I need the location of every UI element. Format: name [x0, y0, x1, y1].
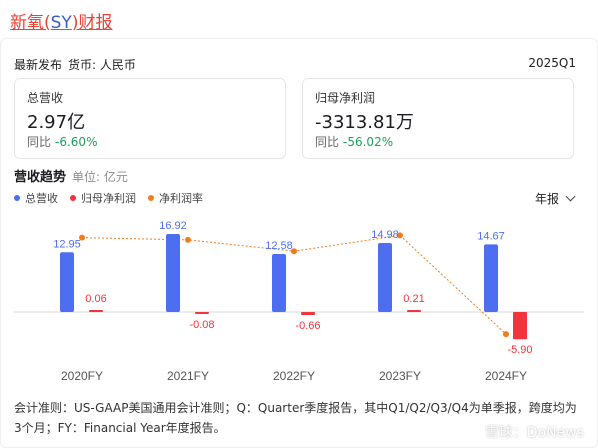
net-income-bar-2021FY [195, 312, 209, 314]
chart-legend: 总营收 归母净利润 净利润率 [14, 190, 203, 206]
trend-unit: 单位: 亿元 [72, 170, 128, 184]
net-income-bar-2023FY [407, 310, 421, 312]
net-income-label-2020FY: 0.06 [85, 293, 106, 305]
x-tick-2022FY: 2022FY [273, 369, 315, 383]
net-income-yoy-label: 同比 [315, 135, 340, 149]
x-tick-2021FY: 2021FY [167, 369, 209, 383]
net-margin-point-2024FY [503, 331, 509, 338]
revenue-trend-chart: 12.95 16.92 12.58 14.98 14.67 0.06 -0.08 -0.66 0… [14, 220, 584, 383]
title-prefix: 新氧( [10, 13, 51, 33]
currency-label: 货币: 人民币 [68, 58, 136, 72]
net-income-bar-2024FY [513, 312, 527, 340]
chevron-down-icon [565, 191, 576, 202]
revenue-bar-2024FY [484, 244, 498, 312]
revenue-trend-heading: 营收趋势 单位: 亿元 [14, 166, 128, 185]
revenue-label-2021FY: 16.92 [159, 220, 187, 232]
legend-margin-label: 净利润率 [159, 192, 203, 205]
net-income-stat-card: 归母净利润 -3313.81万 同比 -56.02% [302, 78, 574, 159]
x-tick-2023FY: 2023FY [379, 369, 421, 383]
revenue-yoy-label: 同比 [27, 135, 52, 149]
accounting-footnote: 会计准则：US-GAAP美国通用会计准则；Q：Quarter季度报告，其中Q1/… [14, 401, 577, 435]
revenue-bar-2020FY [60, 252, 74, 312]
net-margin-point-2022FY [291, 248, 297, 255]
net-income-bar-2022FY [301, 312, 315, 316]
revenue-value: 2.97亿 [27, 112, 86, 133]
revenue-bar-2022FY [272, 254, 286, 312]
revenue-bar-2021FY [166, 234, 180, 312]
net-income-label-2024FY: -5.90 [507, 344, 532, 356]
watermark: 雪球：DoNews [484, 425, 584, 441]
latest-release-row: 最新发布 货币: 人民币 [14, 56, 136, 73]
revenue-label-2022FY: 12.58 [265, 240, 293, 252]
revenue-stat-card: 总营收 2.97亿 同比 -6.60% [14, 78, 286, 159]
report-title-link[interactable]: 新氧(SY)财报 [10, 8, 112, 33]
period-type-label: 年报 [534, 192, 559, 206]
period-type-dropdown[interactable]: 年报 [534, 190, 576, 207]
trend-title: 营收趋势 [14, 170, 67, 185]
legend-margin-dot [148, 195, 154, 201]
net-margin-point-2023FY [397, 232, 403, 239]
report-period: 2025Q1 [528, 56, 576, 70]
net-income-label: 归母净利润 [315, 91, 376, 105]
legend-revenue-dot [14, 195, 20, 201]
net-income-label-2023FY: 0.21 [403, 293, 424, 305]
net-income-label-2021FY: -0.08 [189, 319, 214, 331]
revenue-label: 总营收 [27, 91, 64, 105]
title-ticker: SY [50, 13, 72, 33]
revenue-label-2020FY: 12.95 [53, 238, 81, 250]
legend-revenue-label: 总营收 [25, 192, 58, 205]
revenue-bar-2023FY [378, 242, 392, 312]
legend-net-income-label: 归母净利润 [81, 192, 136, 205]
latest-release-label: 最新发布 [14, 58, 63, 72]
net-income-label-2022FY: -0.66 [295, 320, 320, 332]
legend-revenue[interactable]: 总营收 [14, 190, 58, 206]
net-margin-point-2021FY [185, 236, 191, 243]
net-income-yoy-value: -56.02% [343, 135, 394, 149]
x-tick-2020FY: 2020FY [61, 369, 103, 383]
legend-margin[interactable]: 净利润率 [148, 190, 203, 206]
net-income-yoy: 同比 -56.02% [315, 133, 393, 150]
revenue-label-2023FY: 14.98 [371, 229, 399, 241]
title-suffix: )财报 [71, 13, 113, 33]
x-tick-2024FY: 2024FY [485, 369, 527, 383]
net-margin-point-2020FY [79, 234, 85, 241]
revenue-yoy: 同比 -6.60% [27, 133, 97, 150]
net-income-bar-2020FY [89, 310, 103, 312]
legend-net-income[interactable]: 归母净利润 [70, 190, 136, 206]
revenue-yoy-value: -6.60% [55, 135, 98, 149]
revenue-label-2024FY: 14.67 [477, 230, 505, 242]
legend-net-income-dot [70, 195, 76, 201]
net-income-value: -3313.81万 [315, 112, 414, 133]
